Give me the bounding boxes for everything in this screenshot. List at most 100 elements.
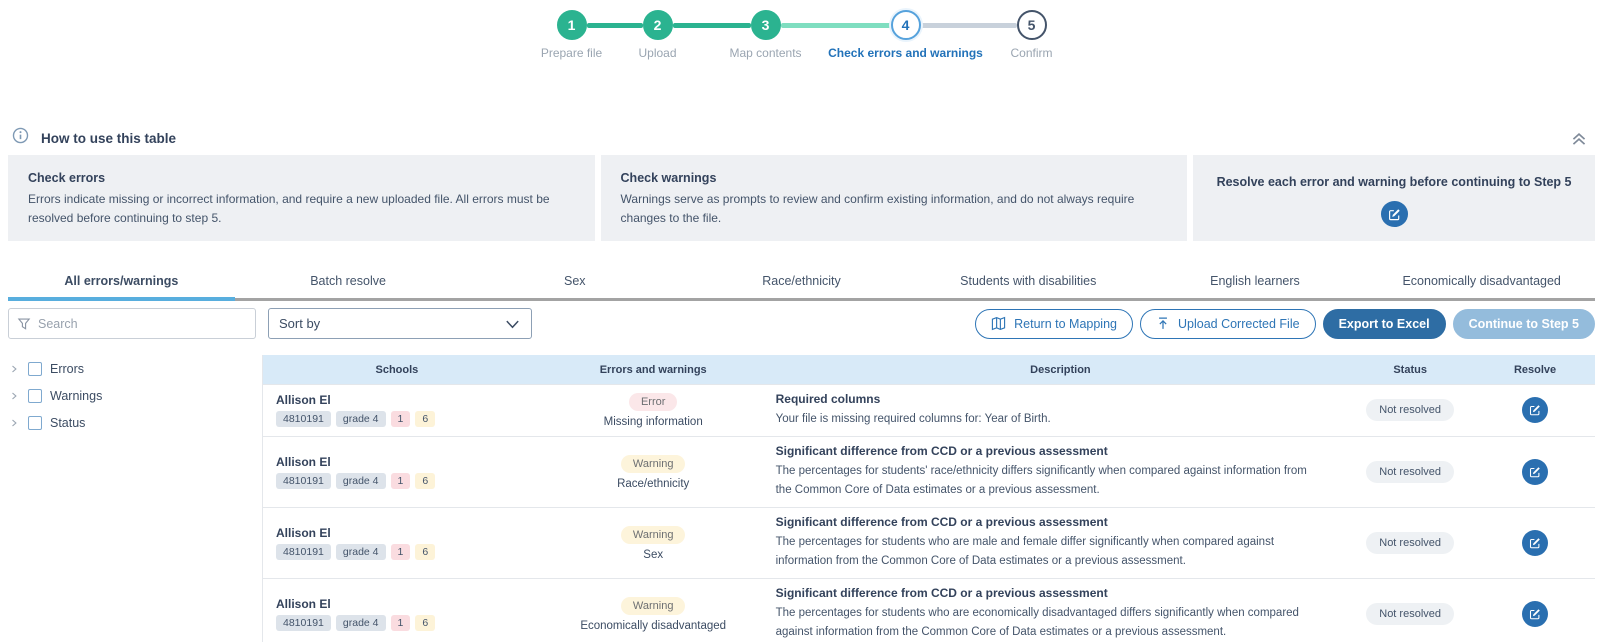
continue-to-step-5-button[interactable]: Continue to Step 5 <box>1452 308 1595 339</box>
step-5-confirm: 5 Confirm <box>1011 10 1053 60</box>
tab-economically-disadvantaged[interactable]: Economically disadvantaged <box>1368 266 1596 301</box>
button-label: Upload Corrected File <box>1177 316 1300 331</box>
table-row: Allison El 4810191 grade 4 1 6 Error Mis… <box>263 384 1595 436</box>
description-title: Required columns <box>775 392 881 406</box>
description-body: The percentages for students who are mal… <box>775 535 1275 567</box>
school-badges: 4810191 grade 4 1 6 <box>276 472 531 489</box>
chevron-right-icon[interactable] <box>8 390 20 402</box>
upload-corrected-file-button[interactable]: Upload Corrected File <box>1139 308 1316 339</box>
tab-sex[interactable]: Sex <box>461 266 689 301</box>
chevron-down-icon <box>506 320 519 328</box>
step-3-circle: 3 <box>750 10 781 40</box>
warning-pill: Warning <box>620 596 686 615</box>
status-checkbox[interactable] <box>28 416 42 430</box>
column-header-errors-and-warnings: Errors and warnings <box>599 363 707 376</box>
step-4-check-errors-and-warnings: 4 Check errors and warnings <box>828 10 983 60</box>
school-cell: Allison El 4810191 grade 4 1 6 <box>263 526 531 560</box>
description-body: Your file is missing required columns fo… <box>775 413 1051 425</box>
warning-count-badge: 6 <box>415 614 436 631</box>
description-cell: Required columns Your file is missing re… <box>776 392 1346 429</box>
button-label: Return to Mapping <box>1014 316 1117 331</box>
help-header: How to use this table <box>12 127 1589 149</box>
resolve-cell <box>1475 397 1595 424</box>
category-label: Missing information <box>603 416 703 429</box>
description-cell: Significant difference from CCD or a pre… <box>776 444 1346 500</box>
resolve-row-button[interactable] <box>1522 600 1549 627</box>
warning-pill: Warning <box>620 454 686 473</box>
tab-batch-resolve[interactable]: Batch resolve <box>234 266 462 301</box>
resolve-edit-button[interactable] <box>1380 201 1408 227</box>
school-name: Allison El <box>276 525 331 540</box>
step-4-circle: 4 <box>890 10 921 40</box>
school-cell: Allison El 4810191 grade 4 1 6 <box>263 597 531 631</box>
filter-label: Warnings <box>50 389 103 403</box>
step-connector <box>780 23 891 28</box>
description-cell: Significant difference from CCD or a pre… <box>776 515 1346 571</box>
error-count-badge: 1 <box>390 472 411 489</box>
step-4-label: Check errors and warnings <box>828 46 983 60</box>
stepper: 1 Prepare file 2 Upload 3 Map contents 4… <box>541 10 1053 60</box>
grade-badge: grade 4 <box>335 614 386 631</box>
grade-badge: grade 4 <box>335 411 386 428</box>
school-name: Allison El <box>276 393 331 408</box>
tab-all-errors-warnings[interactable]: All errors/warnings <box>8 266 235 301</box>
resolve-row-button[interactable] <box>1522 458 1549 485</box>
school-name: Allison El <box>276 596 331 611</box>
return-to-mapping-button[interactable]: Return to Mapping <box>975 308 1133 339</box>
warning-pill: Warning <box>620 525 686 544</box>
resolve-row-button[interactable] <box>1522 529 1549 556</box>
resolve-cell <box>1475 600 1595 627</box>
step-1-prepare-file: 1 Prepare file <box>541 10 602 60</box>
grade-badge: grade 4 <box>335 543 386 560</box>
sort-by-select[interactable]: Sort by <box>268 308 532 339</box>
tab-students-with-disabilities[interactable]: Students with disabilities <box>914 266 1142 301</box>
warnings-checkbox[interactable] <box>28 389 42 403</box>
help-panel-check-errors: Check errors Errors indicate missing or … <box>8 155 595 241</box>
collapse-chevrons-icon[interactable] <box>1569 129 1589 147</box>
school-badges: 4810191 grade 4 1 6 <box>276 614 531 631</box>
chevron-right-icon[interactable] <box>8 363 20 375</box>
status-badge: Not resolved <box>1366 399 1455 422</box>
status-badge: Not resolved <box>1366 460 1455 483</box>
column-header-status: Status <box>1393 363 1427 376</box>
errors-checkbox[interactable] <box>28 362 42 376</box>
status-cell: Not resolved <box>1345 602 1475 625</box>
category-label: Race/ethnicity <box>617 477 690 490</box>
school-badges: 4810191 grade 4 1 6 <box>276 543 531 560</box>
search-input[interactable] <box>38 316 247 331</box>
column-header-resolve: Resolve <box>1513 363 1557 376</box>
description-body: The percentages for students' race/ethni… <box>775 464 1307 496</box>
resolve-cell <box>1475 458 1595 485</box>
export-to-excel-button[interactable]: Export to Excel <box>1322 308 1446 339</box>
step-connector <box>672 23 751 28</box>
step-3-map-contents: 3 Map contents <box>729 10 802 60</box>
panel-body: Warnings serve as prompts to review and … <box>620 192 1135 225</box>
status-badge: Not resolved <box>1366 531 1455 554</box>
edit-icon <box>1530 609 1540 620</box>
table-row: Allison El 4810191 grade 4 1 6 Warning E… <box>263 577 1595 642</box>
button-label: Continue to Step 5 <box>1468 316 1579 331</box>
description-title: Significant difference from CCD or a pre… <box>775 585 1108 600</box>
tab-race-ethnicity[interactable]: Race/ethnicity <box>688 266 915 301</box>
filter-label: Status <box>50 416 86 430</box>
step-1-circle: 1 <box>556 10 587 40</box>
school-id-badge: 4810191 <box>276 411 331 428</box>
panel-heading: Resolve each error and warning before co… <box>1216 175 1572 189</box>
filter-funnel-icon <box>17 317 31 331</box>
table-row: Allison El 4810191 grade 4 1 6 Warning S… <box>263 506 1595 578</box>
resolve-row-button[interactable] <box>1522 397 1549 424</box>
tab-english-learners[interactable]: English learners <box>1141 266 1369 301</box>
description-title: Significant difference from CCD or a pre… <box>775 443 1108 458</box>
type-cell: Warning Race/ethnicity <box>531 454 776 490</box>
chevron-right-icon[interactable] <box>8 417 20 429</box>
warning-count-badge: 6 <box>415 411 436 428</box>
description-title: Significant difference from CCD or a pre… <box>775 514 1108 529</box>
panel-heading: Check errors <box>28 171 106 185</box>
step-2-label: Upload <box>638 46 677 60</box>
type-cell: Error Missing information <box>531 392 776 428</box>
status-cell: Not resolved <box>1345 399 1475 422</box>
step-connector <box>920 23 1017 28</box>
school-badges: 4810191 grade 4 1 6 <box>276 411 531 428</box>
error-count-badge: 1 <box>390 614 411 631</box>
